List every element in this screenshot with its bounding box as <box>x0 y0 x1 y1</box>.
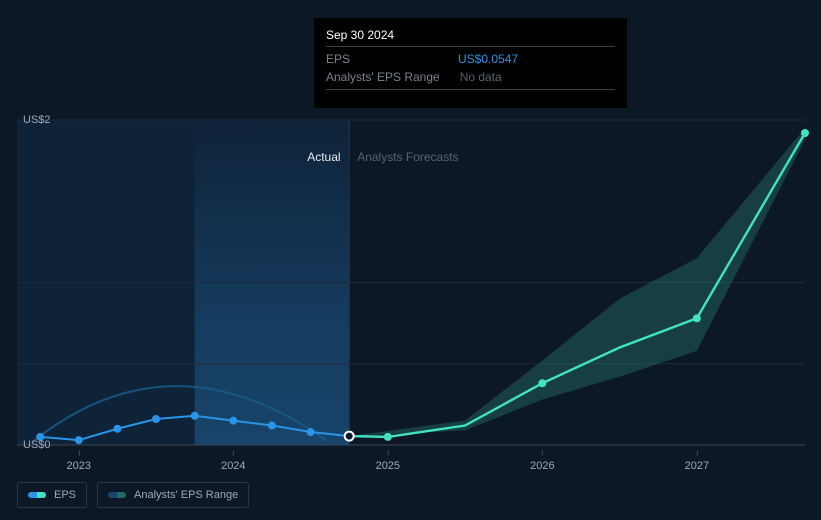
forecast-line <box>349 133 805 437</box>
forecast-marker <box>693 314 701 322</box>
x-tick: 2025 <box>376 450 400 472</box>
legend-label: Analysts' EPS Range <box>134 489 238 501</box>
x-tick: 2026 <box>530 450 554 472</box>
x-tick-label: 2024 <box>221 460 245 472</box>
actual-marker <box>268 422 276 430</box>
tooltip-row-label: Analysts' EPS Range <box>326 70 440 84</box>
actual-marker <box>75 436 83 444</box>
tooltip-row-value: No data <box>460 70 520 84</box>
x-tick-label: 2023 <box>67 460 91 472</box>
x-tick-mark <box>78 450 79 456</box>
forecast-marker <box>801 129 809 137</box>
chart-svg <box>17 120 805 445</box>
x-tick-label: 2025 <box>376 460 400 472</box>
x-axis: 2023 2024 2025 2026 2027 <box>17 450 805 470</box>
current-marker <box>345 432 354 441</box>
legend: EPS Analysts' EPS Range <box>17 482 249 508</box>
x-tick: 2024 <box>221 450 245 472</box>
legend-label: EPS <box>54 489 76 501</box>
actual-marker <box>113 425 121 433</box>
actual-region-label: Actual <box>307 150 340 164</box>
tooltip-row: Analysts' EPS Range No data <box>326 68 615 86</box>
actual-marker <box>307 428 315 436</box>
tooltip-table: EPS US$0.0547 Analysts' EPS Range No data <box>326 46 615 90</box>
actual-marker <box>152 415 160 423</box>
legend-swatch <box>108 492 126 498</box>
tooltip-row: EPS US$0.0547 <box>326 50 615 68</box>
x-tick-label: 2027 <box>685 460 709 472</box>
legend-item[interactable]: Analysts' EPS Range <box>97 482 249 508</box>
actual-marker <box>191 412 199 420</box>
legend-item[interactable]: EPS <box>17 482 87 508</box>
tooltip-row-value: US$0.0547 <box>458 52 518 66</box>
actual-marker <box>229 417 237 425</box>
eps-chart: Actual Analysts Forecasts US$2US$0 <box>17 120 805 445</box>
tooltip: Sep 30 2024 EPS US$0.0547 Analysts' EPS Ra… <box>314 18 627 108</box>
x-tick: 2023 <box>67 450 91 472</box>
x-tick-mark <box>542 450 543 456</box>
forecast-marker <box>538 379 546 387</box>
tooltip-date: Sep 30 2024 <box>326 28 615 42</box>
y-axis-label: US$2 <box>23 114 51 126</box>
legend-swatch <box>28 492 46 498</box>
x-tick: 2027 <box>685 450 709 472</box>
forecast-region-label: Analysts Forecasts <box>357 150 458 164</box>
x-tick-mark <box>387 450 388 456</box>
forecast-marker <box>384 433 392 441</box>
x-tick-mark <box>233 450 234 456</box>
x-tick-label: 2026 <box>530 460 554 472</box>
x-tick-mark <box>696 450 697 456</box>
tooltip-row-label: EPS <box>326 52 438 66</box>
